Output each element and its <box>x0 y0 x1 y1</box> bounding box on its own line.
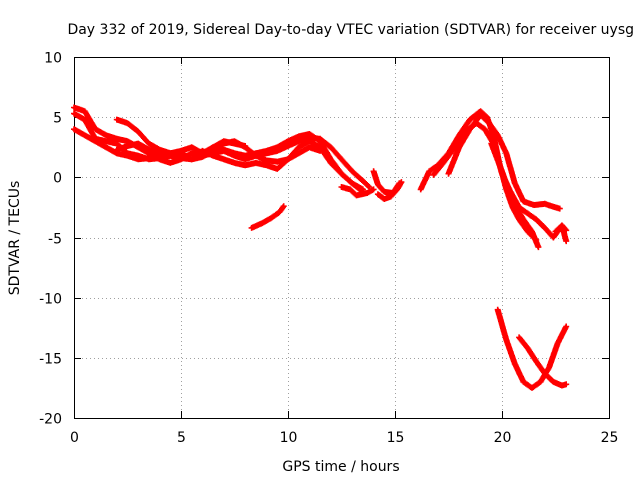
x-tick-label: 25 <box>601 430 619 446</box>
axis-ticks: 0 5 10 15 20 25 -20 -15 -10 -5 0 5 10 <box>39 51 618 447</box>
y-tick-label: -5 <box>48 232 62 248</box>
y-axis-label: SDTVAR / TECUs <box>7 181 23 296</box>
grid <box>74 57 609 418</box>
data-point-markers <box>113 134 373 190</box>
data-point-markers <box>338 184 377 199</box>
x-tick-label: 0 <box>70 430 79 446</box>
chart-title: Day 332 of 2019, Sidereal Day-to-day VTE… <box>67 22 634 38</box>
data-series <box>338 184 377 199</box>
data-series <box>374 179 405 202</box>
data-point-markers <box>516 334 570 389</box>
data-series <box>516 334 570 389</box>
x-tick-label: 5 <box>177 430 186 446</box>
y-tick-label: -15 <box>39 352 62 368</box>
data-point-markers <box>445 111 563 212</box>
data-series <box>445 111 563 212</box>
data-point-markers <box>494 306 570 391</box>
x-tick-label: 20 <box>494 430 512 446</box>
y-tick-label: 0 <box>53 171 62 187</box>
x-tick-label: 15 <box>387 430 405 446</box>
data-point-markers <box>552 222 570 245</box>
y-tick-label: 5 <box>53 111 62 127</box>
x-axis-label: GPS time / hours <box>282 459 399 475</box>
data-series <box>248 203 287 231</box>
data-points <box>71 104 570 391</box>
x-tick-label: 10 <box>280 430 298 446</box>
data-series <box>488 140 542 251</box>
data-series <box>113 134 373 190</box>
y-tick-label: -20 <box>39 412 62 428</box>
data-series <box>552 222 570 245</box>
data-series <box>494 306 570 391</box>
data-point-markers <box>248 203 287 231</box>
y-tick-label: -10 <box>39 292 62 308</box>
data-point-markers <box>374 179 405 202</box>
y-tick-label: 10 <box>44 51 62 67</box>
data-point-markers <box>488 140 542 251</box>
